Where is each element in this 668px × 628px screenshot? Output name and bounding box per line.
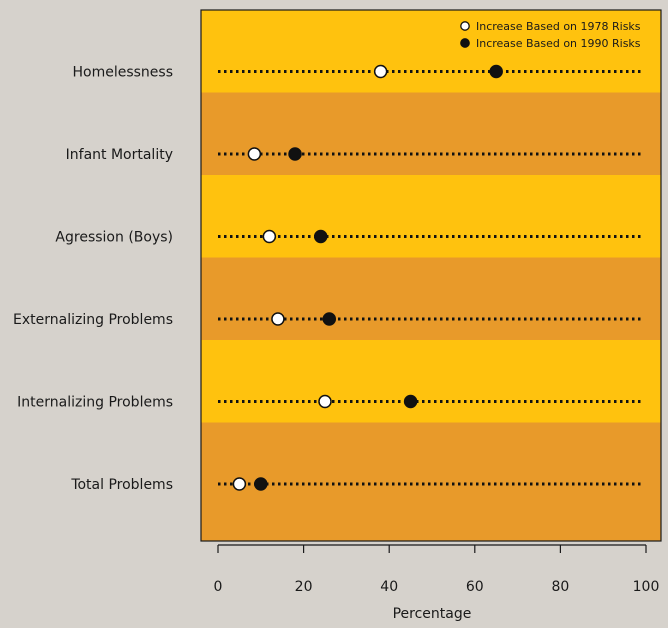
x-axis-label: Percentage (393, 606, 472, 622)
x-tick-label: 80 (551, 579, 569, 595)
point-1990 (313, 229, 328, 244)
row-band (201, 340, 661, 423)
dotted-guides (218, 70, 642, 486)
legend-label: Increase Based on 1990 Risks (476, 37, 641, 50)
x-tick-label: 60 (466, 579, 484, 595)
point-1990 (322, 312, 337, 326)
row-band (201, 92, 661, 175)
x-axis: 0 20 40 60 80 100 Percentage (214, 544, 660, 622)
row-band (201, 257, 661, 340)
point-1978 (247, 147, 262, 161)
category-label: Total Problems (70, 477, 173, 493)
category-label: Homelessness (72, 65, 173, 81)
point-1978 (373, 64, 388, 79)
plot-frame (200, 9, 662, 542)
point-1990 (254, 477, 268, 491)
x-tick-label: 0 (214, 579, 223, 595)
category-label: Agression (Boys) (55, 230, 173, 246)
point-1978 (232, 477, 247, 491)
point-1978 (262, 229, 277, 244)
category-labels: Homelessness Infant Mortality Agression (B… (13, 65, 173, 494)
point-1978 (318, 394, 332, 409)
point-1990 (489, 64, 503, 79)
category-label: Infant Mortality (66, 147, 173, 163)
data-points (232, 64, 503, 491)
legend-marker-1978 (460, 21, 470, 31)
point-1990 (403, 394, 418, 409)
x-tick-label: 40 (380, 579, 398, 595)
x-tick-label: 20 (295, 579, 313, 595)
legend-marker-1990 (460, 38, 470, 48)
row-band (201, 10, 661, 93)
x-tick-label: 100 (633, 579, 660, 595)
row-band (201, 422, 661, 541)
point-1990 (288, 147, 302, 161)
legend-label: Increase Based on 1978 Risks (476, 20, 641, 33)
category-label: Externalizing Problems (13, 312, 173, 328)
row-band (201, 175, 661, 258)
category-label: Internalizing Problems (17, 395, 173, 411)
row-bands (200, 9, 662, 542)
point-1978 (271, 312, 285, 326)
legend: Increase Based on 1978 Risks Increase Bas… (460, 20, 641, 50)
